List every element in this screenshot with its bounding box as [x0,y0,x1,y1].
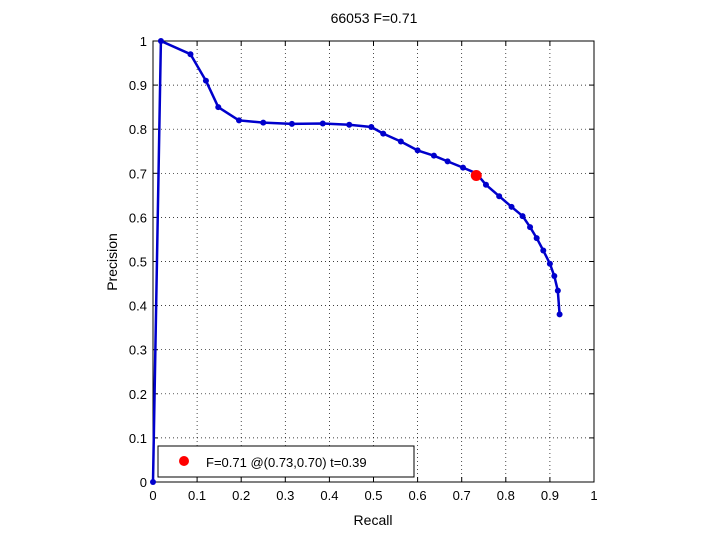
x-tick-label: 0.2 [232,488,250,503]
x-tick-label: 1 [590,488,597,503]
x-axis-label: Recall [354,512,393,528]
data-point [215,104,222,111]
data-point [527,224,534,231]
x-tick-label: 0.8 [497,488,515,503]
data-point [551,273,558,280]
y-tick-label: 1 [140,34,147,49]
x-tick-label: 0.6 [409,488,427,503]
data-point [202,77,209,84]
data-point [540,247,547,254]
data-point [496,193,503,200]
y-tick-label: 0.9 [129,78,147,93]
data-point [157,38,164,44]
best-f-point [470,170,482,182]
y-tick-label: 0.7 [129,166,147,181]
data-point [397,138,404,145]
x-tick-label: 0.1 [188,488,206,503]
y-tick-label: 0.2 [129,387,147,402]
y-tick-label: 0 [140,475,147,490]
data-point [260,119,267,126]
x-tick-labels: 0 0.1 0.2 0.3 0.4 0.5 0.6 0.7 0.8 0.9 1 [149,488,597,503]
data-point [546,260,553,267]
data-point [414,147,421,154]
y-tick-label: 0.6 [129,210,147,225]
chart-title: 66053 F=0.71 [331,10,418,26]
x-tick-label: 0.3 [276,488,294,503]
data-point [187,51,194,58]
data-point [150,479,156,485]
legend-marker [179,456,189,466]
data-point [533,235,540,242]
data-point [235,117,242,124]
y-tick-label: 0.8 [129,122,147,137]
legend: F=0.71 @(0.73,0.70) t=0.39 [157,445,415,478]
y-tick-label: 0.1 [129,431,147,446]
data-point [556,311,563,318]
data-point [444,158,451,165]
x-tick-label: 0.7 [453,488,471,503]
data-point [430,152,437,159]
data-point [519,213,526,220]
legend-box [157,445,415,478]
data-point [346,121,353,128]
data-point [554,287,561,294]
series-group [150,38,563,485]
x-tick-label: 0.4 [320,488,338,503]
legend-label: F=0.71 @(0.73,0.70) t=0.39 [206,455,367,470]
data-point [319,120,326,127]
x-tick-label: 0.9 [541,488,559,503]
data-point [288,120,295,127]
x-tick-label: 0 [149,488,156,503]
data-point [508,203,515,210]
data-point [368,123,375,130]
data-point [482,181,489,188]
y-tick-label: 0.5 [129,255,147,270]
x-tick-label: 0.5 [364,488,382,503]
y-tick-label: 0.4 [129,299,147,314]
y-tick-labels: 0 0.1 0.2 0.3 0.4 0.5 0.6 0.7 0.8 0.9 1 [129,34,147,490]
data-point [380,130,387,137]
data-point [460,164,467,171]
y-tick-label: 0.3 [129,343,147,358]
y-axis-label: Precision [104,233,120,291]
